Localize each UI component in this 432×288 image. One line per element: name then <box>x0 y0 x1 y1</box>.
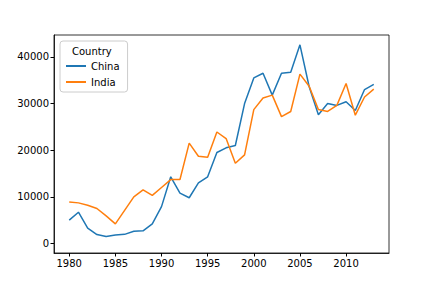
svg-text:1995: 1995 <box>195 258 220 269</box>
svg-text:30000: 30000 <box>17 98 49 109</box>
svg-text:20000: 20000 <box>17 145 49 156</box>
svg-text:Country: Country <box>72 46 112 57</box>
svg-text:1980: 1980 <box>57 258 82 269</box>
svg-text:40000: 40000 <box>17 51 49 62</box>
svg-text:1990: 1990 <box>149 258 174 269</box>
svg-text:2010: 2010 <box>333 258 358 269</box>
svg-text:2000: 2000 <box>241 258 266 269</box>
svg-text:2005: 2005 <box>287 258 312 269</box>
svg-text:China: China <box>91 61 120 72</box>
svg-text:10000: 10000 <box>17 191 49 202</box>
svg-text:1985: 1985 <box>103 258 128 269</box>
svg-text:0: 0 <box>43 238 49 249</box>
svg-text:India: India <box>91 77 116 88</box>
